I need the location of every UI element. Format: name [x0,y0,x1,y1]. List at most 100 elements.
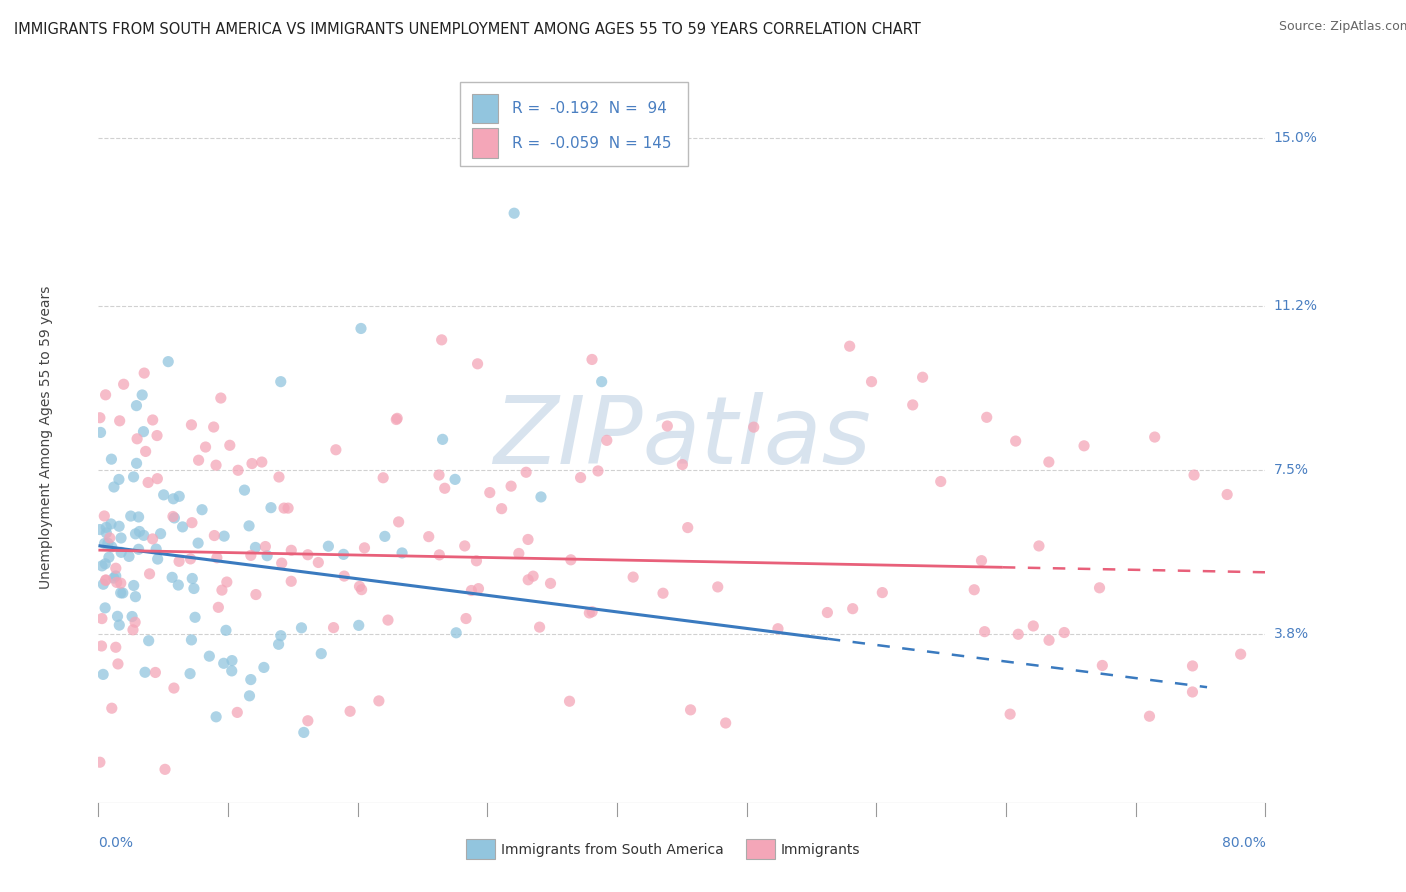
Point [194,440,217,454]
Point [100,516,122,531]
Point [104,561,127,575]
Point [105,575,128,590]
Point [90,611,112,625]
Point [108,519,131,533]
Point [742,420,765,434]
Text: Source: ZipAtlas.com: Source: ZipAtlas.com [1279,20,1406,33]
Point [100,540,122,554]
Point [211,583,233,598]
Point [103,480,125,494]
Point [142,532,165,546]
Text: Immigrants: Immigrants [782,843,860,857]
Point [714,716,737,731]
Point [427,468,450,483]
Point [180,417,202,432]
Point [202,528,225,542]
Point [134,665,156,680]
Point [121,609,143,624]
Point [911,370,934,384]
Point [339,704,361,718]
Point [104,640,127,655]
Point [89,756,111,770]
Point [179,552,201,566]
Point [1139,709,1161,723]
Point [167,554,190,568]
Point [465,554,488,568]
Point [239,549,262,563]
Point [418,530,440,544]
Point [163,511,186,525]
Point [517,533,540,547]
Point [385,412,408,426]
Point [205,710,228,724]
Point [1022,619,1045,633]
Point [187,453,209,467]
Point [90,639,112,653]
Point [540,576,562,591]
Point [212,529,235,543]
Point [560,553,582,567]
Point [973,624,995,639]
Point [93,508,115,523]
Point [267,470,290,484]
Point [124,526,146,541]
Point [209,391,232,405]
Point [184,610,207,624]
Point [349,579,371,593]
Point [766,622,789,636]
Point [1038,633,1060,648]
Point [970,554,993,568]
Point [333,569,356,583]
Point [124,590,146,604]
Point [205,458,228,472]
FancyBboxPatch shape [472,94,498,123]
Point [280,574,302,589]
Point [367,694,389,708]
Point [292,725,315,739]
Point [112,377,135,392]
Point [591,375,613,389]
Point [128,524,150,539]
Point [90,425,112,440]
Point [91,558,114,573]
Point [432,433,454,447]
Point [273,501,295,516]
Point [1229,647,1251,661]
Point [347,618,370,632]
Point [558,694,581,708]
Text: ZIPatlas: ZIPatlas [494,392,870,483]
Point [872,585,894,599]
Point [322,621,344,635]
Text: 0.0%: 0.0% [98,836,134,850]
Point [122,578,145,592]
Point [93,536,115,550]
Point [491,501,513,516]
Point [108,472,131,486]
Point [132,425,155,439]
Point [125,399,148,413]
Point [501,479,523,493]
Point [110,531,132,545]
FancyBboxPatch shape [747,838,775,859]
Point [127,432,149,446]
Point [157,354,180,368]
Point [238,689,260,703]
Point [215,624,238,638]
Point [1182,468,1205,483]
Point [1181,659,1204,673]
Point [374,529,396,543]
Point [94,574,117,588]
Point [226,463,249,477]
Point [297,714,319,728]
Point [373,471,395,485]
Point [240,457,263,471]
Point [430,333,453,347]
Point [270,629,292,643]
Point [94,573,117,587]
Point [963,582,986,597]
Point [162,491,184,506]
Point [841,601,863,615]
Point [581,605,603,619]
Point [267,637,290,651]
Point [180,632,202,647]
